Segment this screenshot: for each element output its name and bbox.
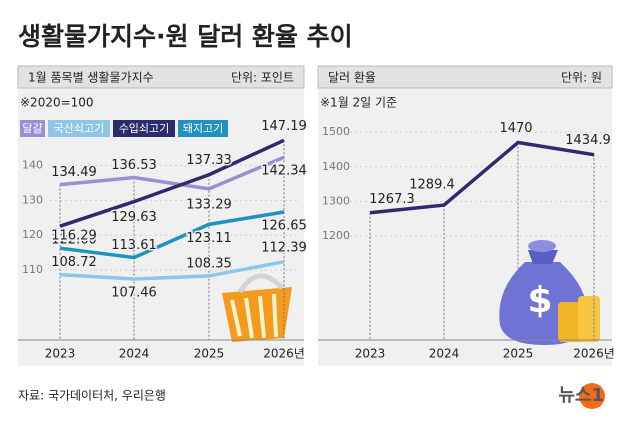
y-tick-label: 1300 [322,194,350,207]
brand-mark [579,383,605,409]
value-label: 113.61 [111,238,157,253]
value-label: 116.29 [51,229,97,244]
legend-label: 달걀 [22,122,42,135]
series-line [59,260,285,281]
x-tick-label: 2026년 [573,347,615,361]
panel-header [317,65,613,89]
value-label: 133.29 [186,197,232,212]
series-line [59,210,285,260]
y-tick-label: 140 [22,158,43,171]
value-label: 1434.9 [565,133,611,148]
legend-swatch [178,120,228,137]
note: ※2020=100 [20,96,94,110]
legend-label: 국산쇠고기 [54,122,105,135]
y-tick-label: 130 [22,193,43,206]
value-label: 112.39 [261,240,307,255]
x-tick-label: 2025 [194,347,225,361]
page-title: 생활물가지수·원 달러 환율 추이 [18,22,353,51]
money-bag-icon: $ [499,240,600,345]
series-line [369,140,595,215]
y-tick-label: 1400 [322,160,350,173]
legend-swatch [113,120,175,137]
panel-header-text: 달러 환율 [328,71,376,85]
value-label: 147.19 [261,119,307,134]
legend-label: 수입쇠고기 [119,122,170,135]
svg-text:$: $ [527,280,552,321]
y-tick-label: 120 [22,228,43,241]
source: 자료: 국가데이터처, 우리은행 [18,388,166,403]
x-tick-label: 2024 [429,347,460,361]
value-label: 108.72 [51,255,97,270]
y-tick-label: 1200 [322,229,350,242]
x-tick-label: 2026년 [263,347,305,361]
value-label: 107.46 [111,286,157,301]
series-line [59,138,285,228]
value-label: 126.65 [261,219,307,234]
note: ※1월 2일 기준 [320,96,397,110]
y-tick-label: 1500 [322,125,350,138]
brand: 뉴스1 [558,385,604,406]
x-tick-label: 2023 [355,347,386,361]
y-tick-label: 110 [22,263,43,276]
value-label: 108.35 [186,256,232,271]
value-label: 1470 [499,121,532,136]
value-label: 134.49 [51,165,97,180]
x-tick-label: 2023 [45,347,76,361]
value-label: 129.63 [111,210,157,225]
value-label: 142.34 [261,164,307,179]
legend-swatch [48,120,110,137]
unit-label: 단위: 포인트 [231,71,294,85]
value-label: 1267.3 [369,192,415,207]
unit-label: 단위: 원 [561,71,602,85]
x-tick-label: 2025 [503,347,534,361]
basket-icon [222,273,292,342]
value-label: 122.60 [51,233,97,248]
panel-header [17,65,305,89]
value-label: 123.11 [186,231,232,246]
panel-header-text: 1월 품목별 생활물가지수 [28,71,154,85]
legend-label: 돼지고기 [183,122,223,135]
legend-swatch [20,120,45,137]
x-tick-label: 2024 [119,347,150,361]
value-label: 1289.4 [409,178,455,193]
series-line [59,155,285,191]
value-label: 136.53 [111,158,157,173]
value-label: 137.33 [186,153,232,168]
